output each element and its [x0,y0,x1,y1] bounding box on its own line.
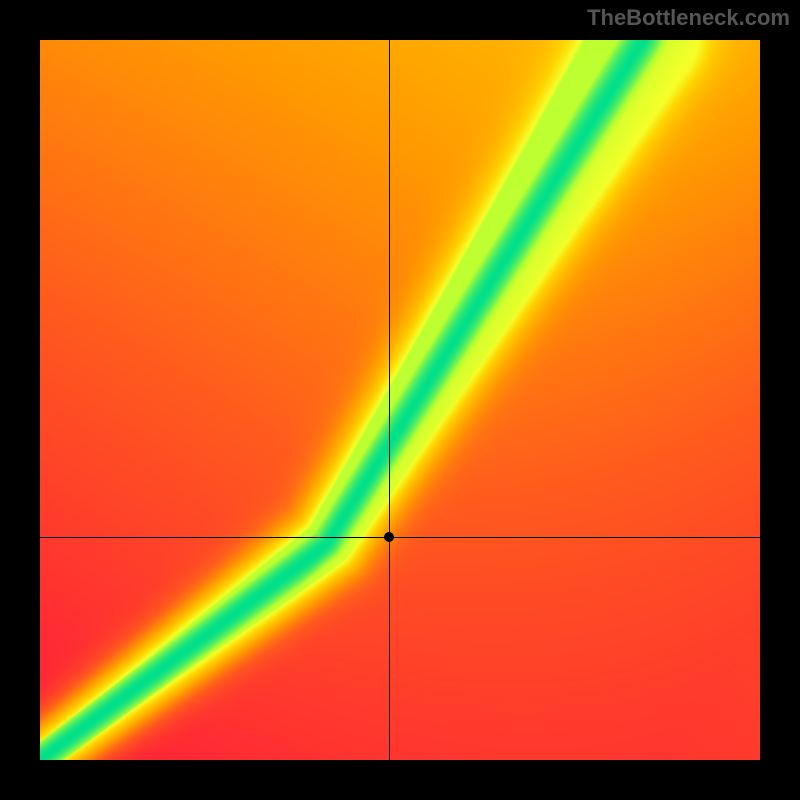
crosshair-vertical [389,40,390,760]
heatmap-plot [40,40,760,760]
data-point-marker [384,532,394,542]
heatmap-canvas [40,40,760,760]
crosshair-horizontal [40,537,760,538]
attribution-text: TheBottleneck.com [587,5,790,31]
